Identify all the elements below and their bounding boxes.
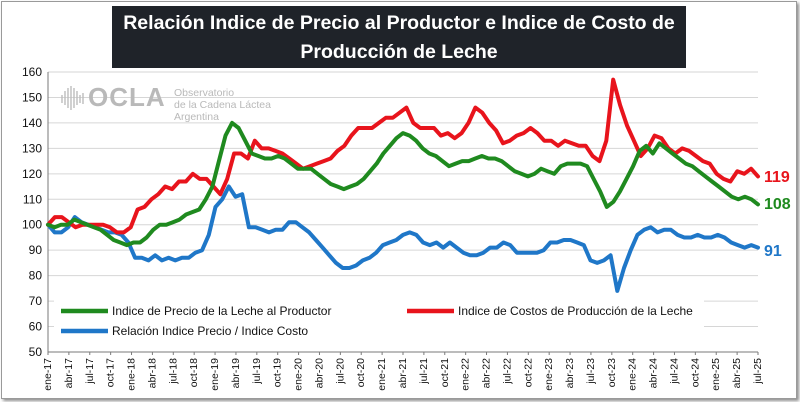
x-tick-label: jul-24 xyxy=(668,358,680,385)
x-tick-label: abr-19 xyxy=(230,358,242,389)
watermark-line2: de la Cadena Láctea xyxy=(174,99,271,111)
chart-title-line2: Producción de Leche xyxy=(300,41,498,63)
x-tick-label: ene-18 xyxy=(126,358,138,391)
watermark-line1: Observatorio xyxy=(174,87,234,99)
x-tick-label: abr-21 xyxy=(397,358,409,389)
x-tick-label: ene-24 xyxy=(627,358,639,391)
x-tick-label: ene-20 xyxy=(293,358,305,391)
x-tick-label: jul-19 xyxy=(251,358,263,385)
x-tick-label: oct-19 xyxy=(272,358,284,387)
x-tick-label: jul-20 xyxy=(334,358,346,385)
x-tick-label: oct-20 xyxy=(355,358,367,387)
end-label-price: 108 xyxy=(764,196,791,213)
x-tick-label: oct-17 xyxy=(105,358,117,387)
y-tick-label: 70 xyxy=(29,294,43,308)
ocla-logo-icon xyxy=(61,86,84,110)
x-tick-label: abr-17 xyxy=(63,358,75,389)
x-tick-label: oct-23 xyxy=(606,358,618,387)
y-tick-label: 140 xyxy=(22,116,42,130)
x-tick-label: abr-20 xyxy=(313,358,325,389)
y-tick-label: 80 xyxy=(29,269,43,283)
x-tick-label: ene-17 xyxy=(42,358,54,391)
y-tick-label: 50 xyxy=(29,345,43,359)
end-label-cost: 119 xyxy=(764,169,790,186)
x-tick-label: oct-22 xyxy=(522,358,534,387)
x-tick-label: abr-24 xyxy=(648,358,660,389)
x-tick-label: abr-23 xyxy=(564,358,576,389)
watermark-line3: Argentina xyxy=(174,111,219,123)
watermark-brand: OCLA xyxy=(88,82,166,112)
y-tick-label: 150 xyxy=(22,90,42,104)
y-tick-label: 120 xyxy=(22,167,42,181)
y-axis-ticks: 50 60 70 80 90 100 110 120 130 140 150 160 xyxy=(22,65,42,359)
legend-label-ratio: Relación Indice Precio / Indice Costo xyxy=(112,324,308,338)
legend: Indice de Precio de la Leche al Producto… xyxy=(54,300,704,344)
legend-label-cost: Indice de Costos de Producción de la Lec… xyxy=(458,304,693,318)
chart-title: Relación Indice de Precio al Productor e… xyxy=(112,6,686,68)
x-tick-label: abr-25 xyxy=(731,358,743,389)
x-tick-label: ene-25 xyxy=(710,358,722,391)
legend-label-price: Indice de Precio de la Leche al Producto… xyxy=(112,304,331,318)
x-tick-label: jul-18 xyxy=(167,358,179,385)
x-tick-label: ene-19 xyxy=(209,358,221,391)
y-tick-label: 130 xyxy=(22,141,42,155)
y-tick-label: 100 xyxy=(22,218,42,232)
x-tick-label: jul-22 xyxy=(501,358,513,385)
x-tick-label: oct-21 xyxy=(439,358,451,387)
x-tick-label: abr-18 xyxy=(146,358,158,389)
y-tick-label: 110 xyxy=(23,192,42,206)
chart-title-line1: Relación Indice de Precio al Productor e… xyxy=(123,12,675,34)
y-tick-label: 160 xyxy=(22,65,42,79)
x-tick-label: jul-25 xyxy=(752,358,764,385)
x-tick-label: jul-21 xyxy=(418,358,430,385)
legend-box xyxy=(54,300,704,344)
series-lines xyxy=(46,77,760,293)
y-tick-label: 90 xyxy=(29,243,43,257)
x-tick-label: abr-22 xyxy=(481,358,493,389)
x-tick-label: ene-22 xyxy=(460,358,472,391)
ocla-watermark: OCLA Observatorio de la Cadena Láctea Ar… xyxy=(61,82,271,123)
y-tick-label: 60 xyxy=(29,320,43,334)
series-line-ratio xyxy=(46,184,760,293)
x-axis-ticks: ene-17 abr-17 jul-17 oct-17 ene-18 abr-18 jul-… xyxy=(42,352,764,391)
series-line-price xyxy=(46,120,760,248)
end-label-ratio: 91 xyxy=(764,243,782,260)
x-tick-label: oct-24 xyxy=(689,358,701,387)
x-tick-label: oct-18 xyxy=(188,358,200,387)
x-tick-label: ene-21 xyxy=(376,358,388,391)
x-tick-label: jul-17 xyxy=(84,358,96,385)
x-tick-label: ene-23 xyxy=(543,358,555,391)
x-tick-label: jul-23 xyxy=(585,358,597,385)
